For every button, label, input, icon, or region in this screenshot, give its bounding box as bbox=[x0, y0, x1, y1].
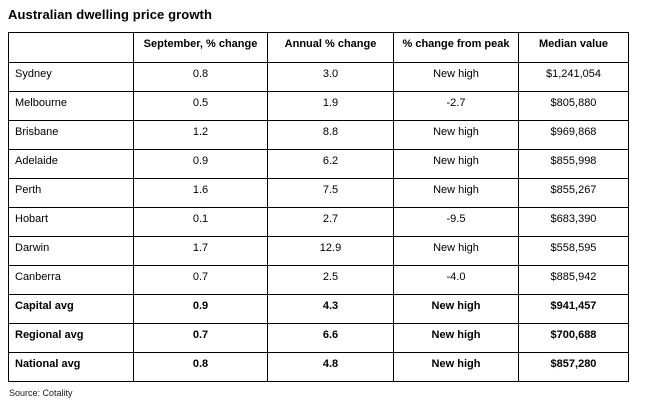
table-row-perth: Perth 1.6 7.5 New high $855,267 bbox=[8, 178, 629, 208]
cell-change-from-peak: New high bbox=[393, 62, 519, 92]
cell-annual-change: 4.3 bbox=[267, 294, 394, 324]
table-row-melbourne: Melbourne 0.5 1.9 -2.7 $805,880 bbox=[8, 91, 629, 121]
cell-annual-change: 4.8 bbox=[267, 352, 394, 382]
table-row-hobart: Hobart 0.1 2.7 -9.5 $683,390 bbox=[8, 207, 629, 237]
page-title: Australian dwelling price growth bbox=[8, 7, 213, 22]
cell-change-from-peak: -4.0 bbox=[393, 265, 519, 295]
source-note: Source: Cotality bbox=[9, 388, 73, 398]
cell-annual-change: 7.5 bbox=[267, 178, 394, 208]
cell-september-change: 0.8 bbox=[133, 62, 268, 92]
table-row-brisbane: Brisbane 1.2 8.8 New high $969,868 bbox=[8, 120, 629, 150]
row-label: Capital avg bbox=[8, 294, 134, 324]
header-cell-median-value: Median value bbox=[518, 32, 629, 63]
row-label: Adelaide bbox=[8, 149, 134, 179]
cell-median-value: $855,998 bbox=[518, 149, 629, 179]
row-label: Darwin bbox=[8, 236, 134, 266]
cell-median-value: $969,868 bbox=[518, 120, 629, 150]
row-label: Perth bbox=[8, 178, 134, 208]
cell-change-from-peak: -9.5 bbox=[393, 207, 519, 237]
cell-annual-change: 2.5 bbox=[267, 265, 394, 295]
cell-change-from-peak: New high bbox=[393, 236, 519, 266]
cell-median-value: $941,457 bbox=[518, 294, 629, 324]
cell-september-change: 1.7 bbox=[133, 236, 268, 266]
cell-annual-change: 1.9 bbox=[267, 91, 394, 121]
cell-change-from-peak: New high bbox=[393, 352, 519, 382]
cell-change-from-peak: New high bbox=[393, 149, 519, 179]
header-cell-annual-change: Annual % change bbox=[267, 32, 394, 63]
cell-change-from-peak: New high bbox=[393, 120, 519, 150]
row-label: Regional avg bbox=[8, 323, 134, 353]
row-label: Hobart bbox=[8, 207, 134, 237]
cell-change-from-peak: New high bbox=[393, 323, 519, 353]
cell-median-value: $885,942 bbox=[518, 265, 629, 295]
cell-september-change: 0.1 bbox=[133, 207, 268, 237]
table-row-national-avg: National avg 0.8 4.8 New high $857,280 bbox=[8, 352, 629, 382]
row-label: National avg bbox=[8, 352, 134, 382]
cell-median-value: $683,390 bbox=[518, 207, 629, 237]
cell-change-from-peak: -2.7 bbox=[393, 91, 519, 121]
cell-median-value: $805,880 bbox=[518, 91, 629, 121]
cell-median-value: $558,595 bbox=[518, 236, 629, 266]
cell-september-change: 0.9 bbox=[133, 149, 268, 179]
cell-september-change: 1.6 bbox=[133, 178, 268, 208]
dwelling-price-table: September, % change Annual % change % ch… bbox=[8, 32, 629, 382]
cell-annual-change: 6.6 bbox=[267, 323, 394, 353]
header-cell-september-change: September, % change bbox=[133, 32, 268, 63]
cell-change-from-peak: New high bbox=[393, 178, 519, 208]
row-label: Sydney bbox=[8, 62, 134, 92]
cell-annual-change: 2.7 bbox=[267, 207, 394, 237]
header-cell-change-from-peak: % change from peak bbox=[393, 32, 519, 63]
table-row-adelaide: Adelaide 0.9 6.2 New high $855,998 bbox=[8, 149, 629, 179]
cell-september-change: 0.8 bbox=[133, 352, 268, 382]
cell-september-change: 1.2 bbox=[133, 120, 268, 150]
cell-median-value: $1,241,054 bbox=[518, 62, 629, 92]
table-row-capital-avg: Capital avg 0.9 4.3 New high $941,457 bbox=[8, 294, 629, 324]
table-row-sydney: Sydney 0.8 3.0 New high $1,241,054 bbox=[8, 62, 629, 92]
cell-september-change: 0.7 bbox=[133, 265, 268, 295]
cell-annual-change: 6.2 bbox=[267, 149, 394, 179]
cell-change-from-peak: New high bbox=[393, 294, 519, 324]
cell-annual-change: 12.9 bbox=[267, 236, 394, 266]
cell-median-value: $857,280 bbox=[518, 352, 629, 382]
row-label: Brisbane bbox=[8, 120, 134, 150]
cell-median-value: $700,688 bbox=[518, 323, 629, 353]
table-header-row: September, % change Annual % change % ch… bbox=[8, 32, 629, 63]
table-row-regional-avg: Regional avg 0.7 6.6 New high $700,688 bbox=[8, 323, 629, 353]
cell-annual-change: 8.8 bbox=[267, 120, 394, 150]
table-row-canberra: Canberra 0.7 2.5 -4.0 $885,942 bbox=[8, 265, 629, 295]
cell-september-change: 0.5 bbox=[133, 91, 268, 121]
row-label: Canberra bbox=[8, 265, 134, 295]
table-row-darwin: Darwin 1.7 12.9 New high $558,595 bbox=[8, 236, 629, 266]
cell-september-change: 0.9 bbox=[133, 294, 268, 324]
cell-annual-change: 3.0 bbox=[267, 62, 394, 92]
row-label: Melbourne bbox=[8, 91, 134, 121]
header-cell-region bbox=[8, 32, 134, 63]
cell-september-change: 0.7 bbox=[133, 323, 268, 353]
cell-median-value: $855,267 bbox=[518, 178, 629, 208]
